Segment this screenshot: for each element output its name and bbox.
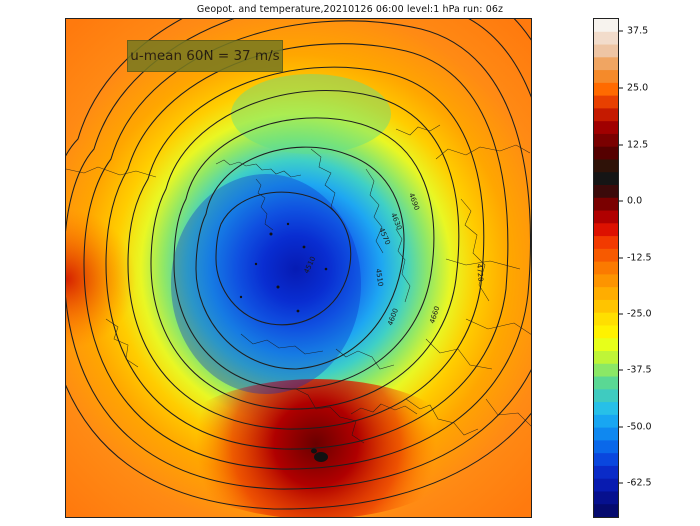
colorbar-swatch xyxy=(594,261,618,275)
contour-label: 4510 xyxy=(374,268,384,287)
colorbar-swatch xyxy=(594,427,618,441)
colorbar-tick: -37.5 xyxy=(619,365,652,376)
coastlines xyxy=(66,124,531,444)
colorbar-swatch xyxy=(594,82,618,97)
colorbar-swatch xyxy=(594,133,618,148)
colorbar-tick: 0.0 xyxy=(619,196,642,207)
colorbar-tick: 25.0 xyxy=(619,83,648,94)
colorbar-swatch xyxy=(594,172,618,186)
colorbar-tick: 12.5 xyxy=(619,140,648,151)
colorbar-swatch xyxy=(594,287,618,301)
colorbar-tick: 37.5 xyxy=(619,26,648,37)
u-mean-annotation: u-mean 60N = 37 m/s xyxy=(127,40,283,72)
colorbar-swatch xyxy=(594,57,618,71)
colorbar-swatch xyxy=(594,389,618,403)
colorbar-ticks: 37.5 25.0 12.5 0.0 -12.5 -25.0 -37.5 -50… xyxy=(619,18,679,516)
colorbar-swatch xyxy=(594,453,618,467)
colorbar xyxy=(593,18,619,518)
colorbar-swatch xyxy=(594,274,618,288)
map-panel: 4690 4630 4570 4510 4600 4660 4720 4510 xyxy=(65,18,532,518)
contour-label: 4720 xyxy=(475,263,485,281)
colorbar-swatch xyxy=(594,108,618,122)
colorbar-swatch xyxy=(594,440,618,454)
map-title: Geopot. and temperature,20210126 06:00 l… xyxy=(196,4,504,15)
colorbar-swatch xyxy=(594,223,618,237)
colorbar-swatch xyxy=(594,325,618,339)
colorbar-swatch xyxy=(594,414,618,429)
colorbar-swatch xyxy=(594,376,618,390)
geopotential-temperature-map: 4690 4630 4570 4510 4600 4660 4720 4510 xyxy=(66,19,531,517)
colorbar-swatch xyxy=(594,31,618,46)
colorbar-swatch xyxy=(594,491,618,505)
colorbar-swatch xyxy=(594,159,618,173)
colorbar-tick: -50.0 xyxy=(619,422,652,433)
colorbar-swatch xyxy=(594,312,618,327)
colorbar-swatch xyxy=(594,299,618,314)
colorbar-swatch xyxy=(594,197,618,212)
colorbar-swatch xyxy=(594,248,618,263)
colorbar-swatch xyxy=(594,465,618,480)
warm-west-patch xyxy=(66,194,136,374)
colorbar-swatch xyxy=(594,351,618,365)
geopotential-contours xyxy=(66,19,531,510)
colorbar-swatch xyxy=(594,185,618,199)
colorbar-swatch xyxy=(594,338,618,352)
colorbar-swatch xyxy=(594,121,618,135)
colorbar-swatches xyxy=(594,19,618,517)
arctic-islands xyxy=(239,222,328,462)
colorbar-tick: -25.0 xyxy=(619,309,652,320)
colorbar-swatch xyxy=(594,504,618,517)
colorbar-tick: -12.5 xyxy=(619,253,652,264)
colorbar-swatch xyxy=(594,478,618,493)
colorbar-swatch xyxy=(594,363,618,378)
colorbar-swatch xyxy=(594,402,618,416)
colorbar-swatch xyxy=(594,210,618,224)
colorbar-swatch xyxy=(594,44,618,58)
colorbar-swatch xyxy=(594,95,618,109)
colorbar-tick: -62.5 xyxy=(619,478,652,489)
colorbar-swatch xyxy=(594,236,618,250)
colorbar-swatch xyxy=(594,19,618,33)
colorbar-swatch xyxy=(594,70,618,84)
colorbar-swatch xyxy=(594,146,618,161)
